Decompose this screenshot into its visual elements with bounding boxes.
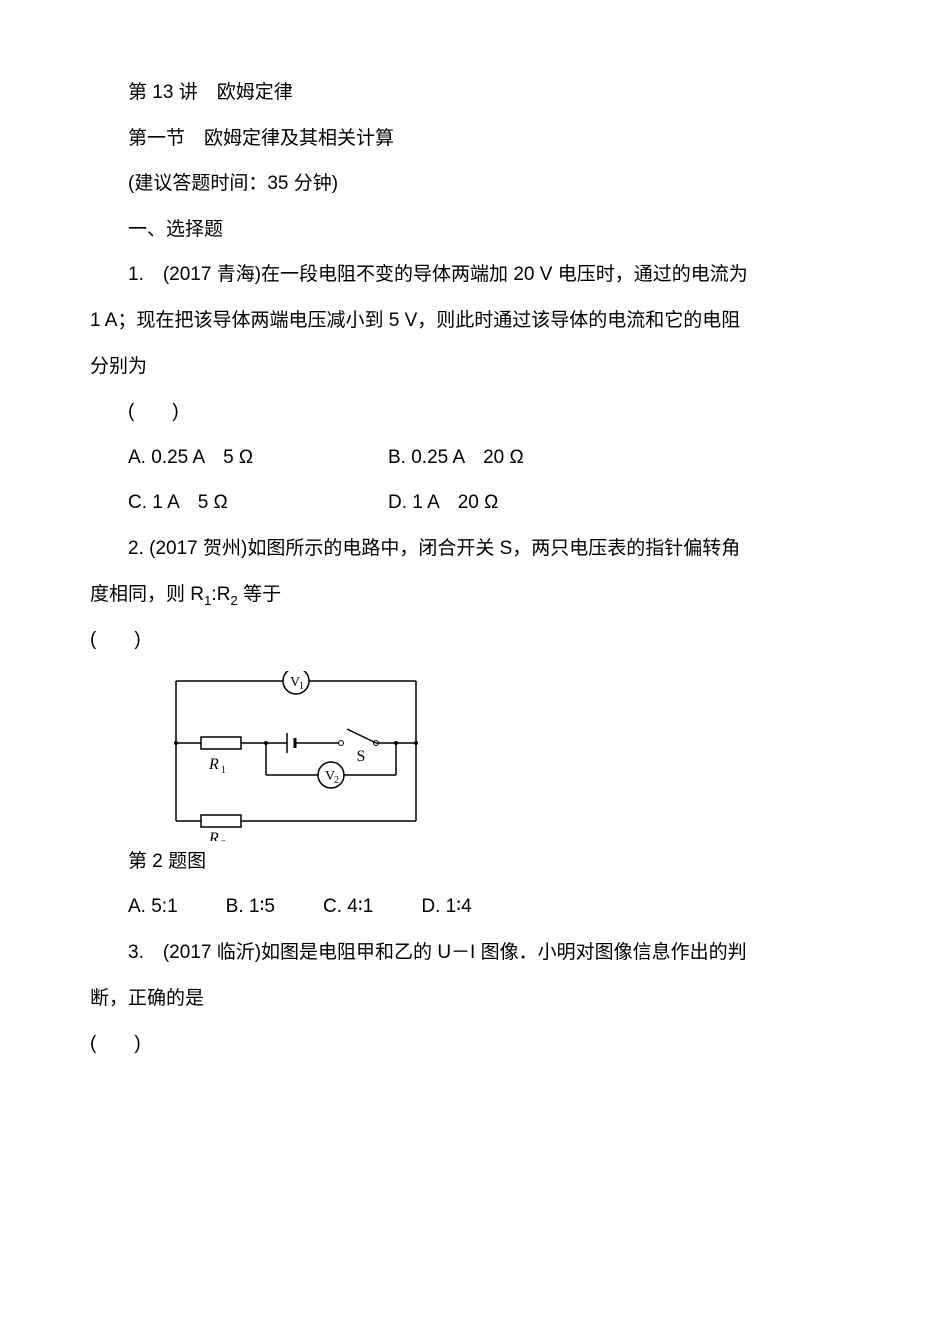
q1-option-b: B. 0.25 A 20 Ω [388, 435, 648, 481]
q1-stem-line1: 1. (2017 青海)在一段电阻不变的导体两端加 20 V 电压时，通过的电流… [90, 252, 855, 298]
part-a-heading: 一、选择题 [90, 207, 855, 253]
q2-stem2-suffix: 等于 [238, 584, 281, 605]
q1-option-d: D. 1 A 20 Ω [388, 480, 648, 526]
q2-option-d: D. 1∶4 [421, 884, 471, 930]
svg-text:2: 2 [334, 775, 339, 786]
q1-stem-line3: 分别为 [90, 344, 855, 390]
q2-stem2-prefix: 度相同，则 R [90, 584, 204, 605]
q1-option-row-cd: C. 1 A 5 Ω D. 1 A 20 Ω [128, 480, 855, 526]
svg-text:R: R [208, 756, 219, 773]
q1-option-a: A. 0.25 A 5 Ω [128, 435, 388, 481]
q1-blank: ( ) [90, 389, 855, 435]
q2-stem-line2: 度相同，则 R1:R2 等于 [90, 572, 855, 618]
svg-text:S: S [357, 748, 366, 765]
svg-text:1: 1 [299, 681, 304, 692]
svg-text:1: 1 [221, 765, 226, 776]
q2-blank: ( ) [90, 617, 855, 663]
section-title: 第一节 欧姆定律及其相关计算 [90, 116, 855, 162]
q2-stem-line1: 2. (2017 贺州)如图所示的电路中，闭合开关 S，两只电压表的指针偏转角 [90, 526, 855, 572]
q2-options: A. 5:1 B. 1∶5 C. 4∶1 D. 1∶4 [128, 884, 855, 930]
lesson-title: 第 13 讲 欧姆定律 [90, 70, 855, 116]
q2-option-a: A. 5:1 [128, 884, 178, 930]
q1-option-c: C. 1 A 5 Ω [128, 480, 388, 526]
svg-text:2: 2 [221, 839, 226, 841]
q2-sub-2: 2 [230, 592, 237, 607]
q2-option-c: C. 4∶1 [323, 884, 373, 930]
q3-stem-line1: 3. (2017 临沂)如图是电阻甲和乙的 U－I 图像．小明对图像信息作出的判 [90, 930, 855, 976]
q2-option-b: B. 1∶5 [226, 884, 275, 930]
q1-option-row-ab: A. 0.25 A 5 Ω B. 0.25 A 20 Ω [128, 435, 855, 481]
q2-figure-caption: 第 2 题图 [90, 839, 855, 885]
q2-circuit-diagram: SV1V2R1R2 [166, 671, 426, 831]
q2-stem2-mid: :R [211, 584, 230, 605]
time-hint: (建议答题时间：35 分钟) [90, 161, 855, 207]
q1-stem-line2: 1 A；现在把该导体两端电压减小到 5 V，则此时通过该导体的电流和它的电阻 [90, 298, 855, 344]
q3-blank: ( ) [90, 1021, 855, 1067]
q3-stem-line2: 断，正确的是 [90, 976, 855, 1022]
svg-text:R: R [208, 830, 219, 841]
